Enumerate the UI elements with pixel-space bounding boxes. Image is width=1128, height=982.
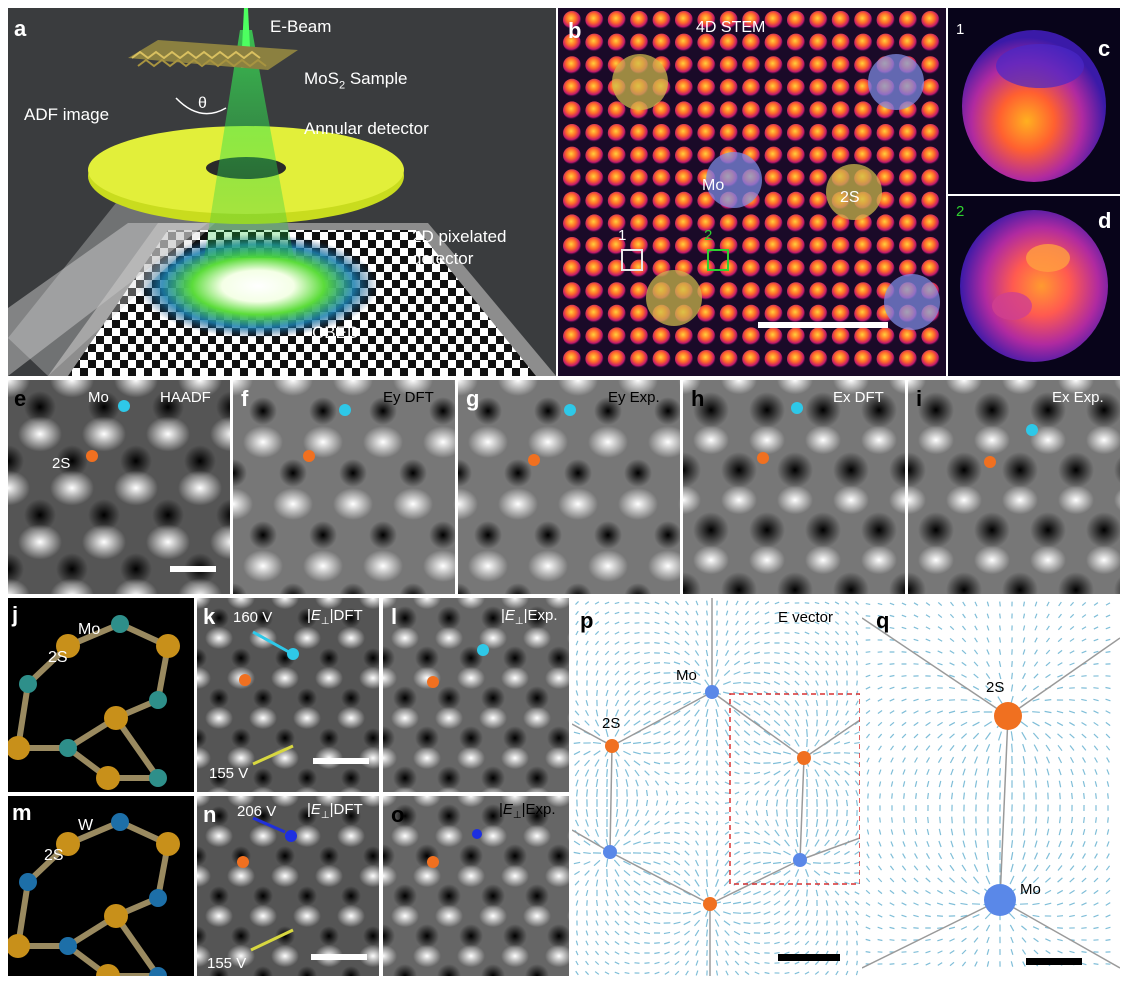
e-vector-field-zoom <box>862 601 1120 969</box>
ex-experimental-map <box>908 380 1120 594</box>
annular-detector-label: Annular detector <box>304 119 429 138</box>
panel-p-s-label: 2S <box>602 715 621 732</box>
e-vector-field <box>572 598 860 976</box>
panel-g: g Ey Exp. <box>458 380 680 594</box>
panel-p-label: p <box>580 608 594 633</box>
panel-c-label: c <box>1098 36 1111 61</box>
panel-p-title: E vector <box>778 609 834 626</box>
panel-j-label: j <box>12 602 19 627</box>
panel-q: q 2S Mo <box>862 598 1120 976</box>
panel-b: b 4D STEM Mo 2S 1 2 <box>558 8 946 376</box>
panel-j-s-label: 2S <box>48 649 68 666</box>
panel-e: e HAADF Mo 2S <box>8 380 230 594</box>
ey-experimental-map <box>458 380 680 594</box>
panel-f: f Ey DFT <box>233 380 455 594</box>
haadf-image <box>8 380 230 594</box>
panel-h-title: Ex DFT <box>833 389 884 406</box>
panel-l-title: |E⊥|Exp. <box>501 607 558 627</box>
cbed-label: CBED <box>312 323 360 342</box>
panel-m-label: m <box>12 800 32 825</box>
s-disc-label: 2S <box>840 189 860 206</box>
panel-p: p E vector Mo 2S <box>572 598 860 976</box>
e-perp-exp-ws2 <box>383 796 569 976</box>
panel-b-title: 4D STEM <box>696 19 766 36</box>
ey-dft-map <box>233 380 455 594</box>
panel-d-label: d <box>1098 208 1112 233</box>
e-perp-dft-mos2 <box>197 598 379 792</box>
panel-b-label: b <box>568 18 582 43</box>
4d-stem-cbed-array <box>563 11 940 368</box>
panel-d: 2 d <box>948 196 1120 376</box>
mos2-atomic-model <box>8 615 180 790</box>
panel-n: n |E⊥|DFT 206 V 155 V <box>197 796 379 976</box>
panel-a: a E-Beam MoS2 Sample θ ADF image Annular… <box>8 8 556 376</box>
ws2-atomic-model <box>8 813 180 976</box>
cbed-pattern-2 <box>960 210 1108 362</box>
e-beam-label: E-Beam <box>270 17 332 36</box>
panel-n-label: n <box>203 802 217 827</box>
panel-g-title: Ey Exp. <box>608 389 660 406</box>
panel-q-label: q <box>876 608 890 633</box>
panel-m-s-label: 2S <box>44 847 64 864</box>
e-perp-dft-ws2 <box>197 796 379 976</box>
panel-i-title: Ex Exp. <box>1052 389 1104 406</box>
panel-g-label: g <box>466 386 480 411</box>
ex-dft-map <box>683 380 905 594</box>
panel-k: k |E⊥|DFT 160 V 155 V <box>197 598 379 792</box>
cbed-pattern <box>138 234 378 338</box>
panel-n-title: |E⊥|DFT <box>307 801 363 821</box>
panel-d-index: 2 <box>956 203 965 220</box>
cbed-pattern-1 <box>962 30 1106 182</box>
panel-k-title: |E⊥|DFT <box>307 607 363 627</box>
panel-o-label: o <box>391 802 405 827</box>
panel-i-label: i <box>916 386 923 411</box>
pixelated-detector-label-line1: 2D pixelated <box>412 227 507 246</box>
adf-image-label: ADF image <box>24 105 110 124</box>
panel-k-label: k <box>203 604 216 629</box>
panel-e-title: HAADF <box>160 389 211 406</box>
panel-e-mo-label: Mo <box>88 389 109 406</box>
panel-n-voltage-top: 206 V <box>237 803 277 820</box>
theta-label: θ <box>198 95 207 112</box>
box1-label: 1 <box>618 227 627 244</box>
panel-k-voltage-bottom: 155 V <box>209 765 249 782</box>
panel-a-label: a <box>14 16 27 41</box>
e-perp-exp-mos2 <box>383 598 569 792</box>
sample-label: MoS2 Sample <box>304 69 408 92</box>
panel-p-mo-label: Mo <box>676 667 697 684</box>
panel-o-title: |E⊥|Exp. <box>499 801 556 821</box>
panel-n-voltage-bottom: 155 V <box>207 955 247 972</box>
panel-c-index: 1 <box>956 21 965 38</box>
panel-j: j Mo 2S <box>8 598 194 792</box>
panel-l: l |E⊥|Exp. <box>383 598 569 792</box>
panel-k-voltage-top: 160 V <box>233 609 273 626</box>
box2-label: 2 <box>704 227 713 244</box>
panel-h: h Ex DFT <box>683 380 905 594</box>
panel-j-metal-label: Mo <box>78 621 101 638</box>
panel-f-title: Ey DFT <box>383 389 434 406</box>
panel-h-label: h <box>691 386 705 411</box>
mos2-sample <box>128 40 298 70</box>
panel-m: m W 2S <box>8 796 194 976</box>
panel-m-metal-label: W <box>78 817 94 834</box>
electron-beam-cone <box>204 30 294 258</box>
panel-f-label: f <box>241 386 249 411</box>
panel-o: o |E⊥|Exp. <box>383 796 569 976</box>
panel-e-s-label: 2S <box>52 455 71 472</box>
panel-l-label: l <box>391 604 398 629</box>
mo-disc-label: Mo <box>702 177 725 194</box>
panel-e-label: e <box>14 386 27 411</box>
pixelated-detector-label-line2: detector <box>412 249 474 268</box>
panel-c: 1 c <box>948 8 1120 194</box>
panel-q-s-label: 2S <box>986 679 1005 696</box>
panel-i: i Ex Exp. <box>908 380 1120 594</box>
stem-setup-illustration <box>8 8 556 376</box>
panel-q-mo-label: Mo <box>1020 881 1041 898</box>
